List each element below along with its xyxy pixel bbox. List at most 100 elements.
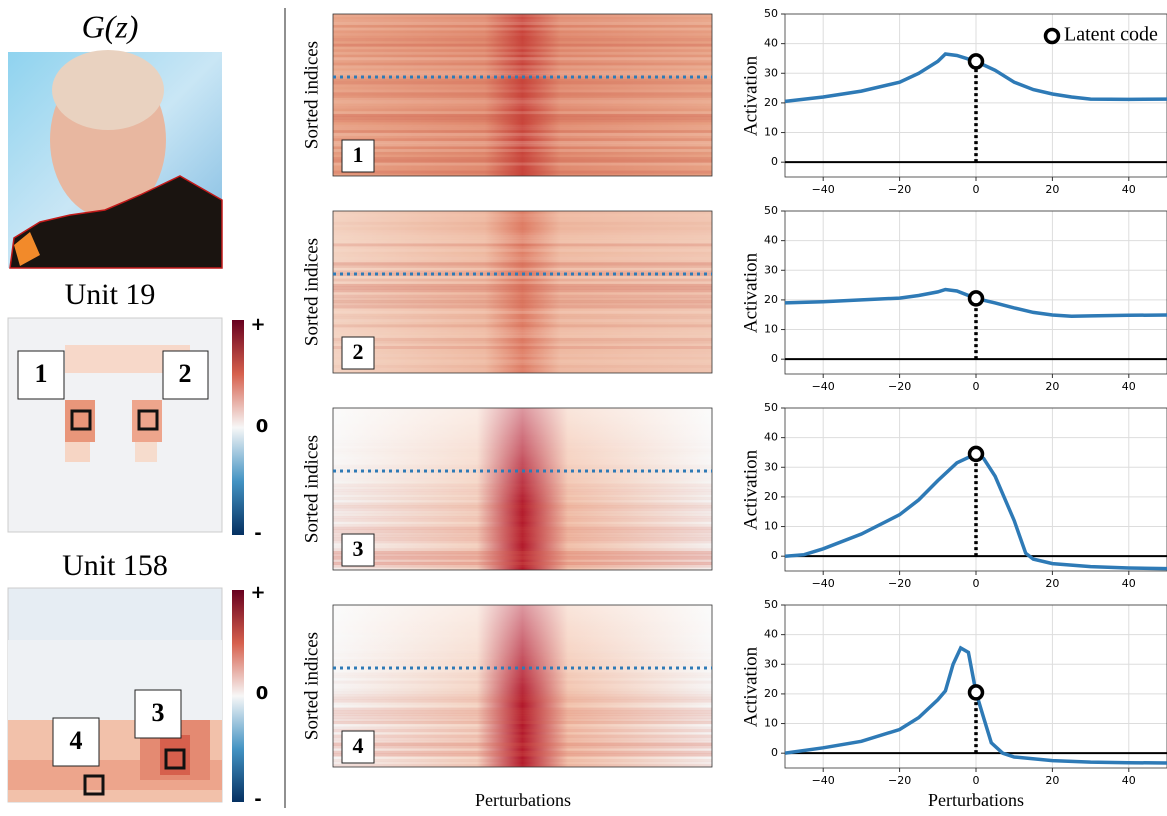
y-tick-label: 20 bbox=[764, 490, 778, 503]
heatmap-row bbox=[333, 758, 712, 762]
unit-heatmap bbox=[7, 317, 223, 533]
heatmap-row bbox=[333, 724, 712, 727]
heatmap-label: 2 bbox=[353, 339, 364, 364]
heatmap-row bbox=[333, 518, 712, 522]
heatmap-row bbox=[333, 726, 712, 730]
latent-code-marker bbox=[967, 445, 985, 463]
y-tick-label: 30 bbox=[764, 263, 778, 276]
heatmap-row bbox=[333, 100, 712, 104]
colorbar-label: - bbox=[254, 523, 261, 544]
heatmap-row bbox=[333, 140, 712, 144]
x-tick-label: 0 bbox=[973, 774, 980, 787]
heatmap-row bbox=[333, 24, 712, 28]
heatmap-row bbox=[333, 281, 712, 285]
heatmap-label-box bbox=[341, 730, 375, 764]
heatmap-row bbox=[333, 49, 712, 53]
heatmap-row bbox=[333, 62, 712, 66]
y-tick-label: 10 bbox=[764, 717, 778, 730]
x-tick-label: 0 bbox=[973, 183, 980, 196]
heatmap-row bbox=[333, 753, 712, 757]
heatmap-row bbox=[333, 238, 712, 241]
x-tick-label: −20 bbox=[888, 774, 911, 787]
heatmap-row bbox=[333, 319, 712, 322]
heatmap-label: 3 bbox=[353, 536, 364, 561]
heatmap-row bbox=[333, 222, 712, 225]
heatmap-row bbox=[333, 534, 712, 538]
x-tick-label: −40 bbox=[812, 774, 835, 787]
heatmap-row bbox=[333, 346, 712, 349]
heatmap-row bbox=[333, 103, 712, 107]
heatmap-row bbox=[333, 278, 712, 282]
heatmap-row bbox=[333, 30, 712, 33]
heatmap-row bbox=[333, 149, 712, 152]
y-tick-label: 40 bbox=[764, 628, 778, 641]
heatmap-row bbox=[333, 529, 712, 533]
heatmap-row bbox=[333, 54, 712, 58]
heatmap-row bbox=[333, 314, 712, 317]
y-tick-label: 10 bbox=[764, 323, 778, 336]
heatmap-fade bbox=[333, 605, 712, 703]
heatmap-row bbox=[333, 308, 712, 312]
heatmap-row bbox=[333, 65, 712, 69]
region-box bbox=[52, 717, 100, 767]
heatmap-row bbox=[333, 764, 712, 768]
heatmap-row bbox=[333, 252, 712, 255]
heatmap-row bbox=[333, 73, 712, 77]
heatmap-row bbox=[333, 132, 712, 136]
heatmap-row bbox=[333, 510, 712, 514]
heatmap-row bbox=[333, 113, 712, 117]
x-tick-label: −20 bbox=[888, 183, 911, 196]
heatmap-row bbox=[333, 254, 712, 258]
heatmap-row bbox=[333, 327, 712, 331]
heatmap-row bbox=[333, 289, 712, 293]
heatmap-row bbox=[333, 551, 712, 555]
heatmap-row bbox=[333, 135, 712, 139]
heatmap-row bbox=[333, 146, 712, 150]
heatmap-row bbox=[333, 27, 712, 31]
heatmap-row bbox=[333, 302, 712, 306]
heatmap-row bbox=[333, 87, 712, 90]
heatmap-frame bbox=[332, 407, 713, 571]
heatmap-row bbox=[333, 138, 712, 142]
heatmap-label-box bbox=[341, 336, 375, 370]
colorbar-label: 0 bbox=[256, 416, 269, 437]
heatmap-row bbox=[333, 564, 712, 568]
y-axis-label: Activation bbox=[740, 449, 761, 530]
heatmap-label: 4 bbox=[353, 733, 364, 758]
heatmap-row bbox=[333, 340, 712, 344]
heatmap-row bbox=[333, 81, 712, 85]
x-axis-label: Perturbations bbox=[928, 790, 1024, 810]
heatmap-row bbox=[333, 537, 712, 541]
y-tick-label: 50 bbox=[764, 598, 778, 611]
heatmap-row bbox=[333, 227, 712, 230]
y-tick-label: 10 bbox=[764, 126, 778, 139]
heatmap-row bbox=[333, 737, 712, 741]
heatmap-row bbox=[333, 165, 712, 168]
plot-frame bbox=[784, 407, 1167, 572]
y-tick-label: 0 bbox=[771, 549, 778, 562]
x-tick-label: 40 bbox=[1122, 380, 1136, 393]
unit-title: Unit 158 bbox=[62, 549, 168, 582]
heatmap-fade bbox=[333, 408, 712, 506]
plot-frame bbox=[784, 604, 1167, 769]
heatmap-row bbox=[333, 211, 712, 214]
heatmap-row bbox=[333, 742, 712, 746]
x-tick-label: −40 bbox=[812, 380, 835, 393]
heatmap-frame bbox=[332, 604, 713, 768]
region-box bbox=[134, 689, 182, 739]
heatmap-row bbox=[333, 259, 712, 263]
x-tick-label: 0 bbox=[973, 577, 980, 590]
heatmap-row bbox=[333, 219, 712, 223]
region-label: 4 bbox=[70, 726, 83, 755]
plot-frame bbox=[784, 13, 1167, 178]
y-tick-label: 50 bbox=[764, 204, 778, 217]
heatmap-row bbox=[333, 310, 712, 314]
heatmap-row bbox=[333, 729, 712, 733]
heatmap-row bbox=[333, 270, 712, 274]
x-tick-label: 20 bbox=[1045, 577, 1059, 590]
heatmap-row bbox=[333, 713, 712, 716]
y-tick-label: 20 bbox=[764, 293, 778, 306]
